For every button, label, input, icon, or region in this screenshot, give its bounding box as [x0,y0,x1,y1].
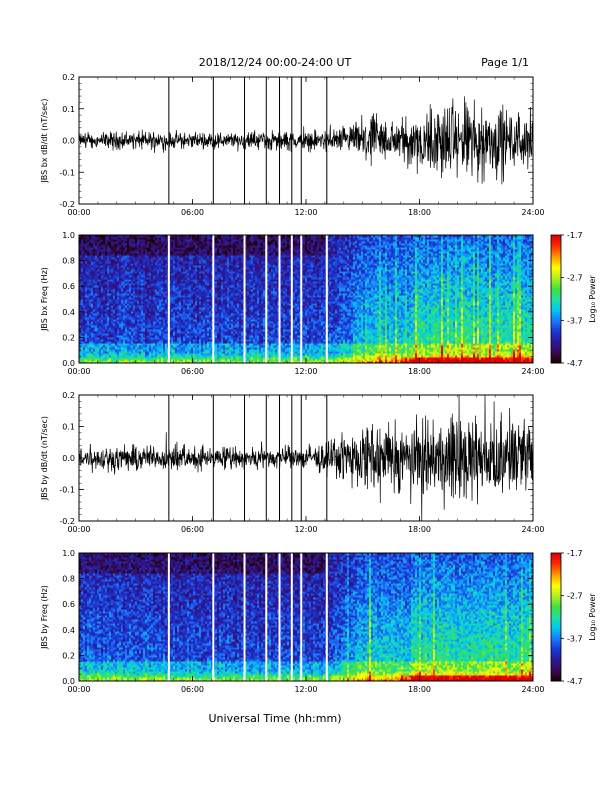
colorbar-tick-2: -2.7 [567,592,583,601]
y-tick-label-3: 0.0 [62,137,75,146]
x-tick-label-3: 12:00 [294,208,317,217]
page-number: Page 1/1 [481,56,529,69]
y-tick-label-1: 1.0 [62,549,75,558]
colorbar-tick-3: -3.7 [567,316,583,325]
x-tick-label-1: 00:00 [67,367,90,376]
y-tick-label-4: -0.1 [59,168,75,177]
gap-stripe-8 [326,553,328,681]
colorbar-tick-1: -1.7 [567,549,583,558]
gap-stripe-3 [244,553,246,681]
y-tick-label-1: 0.2 [62,391,75,400]
x-tick-label-4: 18:00 [408,367,431,376]
gap-stripe-4 [265,553,267,681]
gap-stripe-4 [265,235,267,363]
colorbar: -1.7 -2.7 -3.7 -4.7 Log₁₀ Power [551,231,597,368]
x-tick-label-5: 24:00 [521,685,544,694]
y-axis-label: JBS bx Freq (Hz) [40,267,49,332]
gap-stripe-7 [300,235,302,363]
x-tick-label-2: 06:00 [181,208,204,217]
y-tick-label-3: 0.0 [62,454,75,463]
x-tick-label-2: 06:00 [181,685,204,694]
x-axis-title: Universal Time (hh:mm) [209,712,342,725]
colorbar-tick-2: -2.7 [567,274,583,283]
x-tick-label-5: 24:00 [521,367,544,376]
x-tick-label-2: 06:00 [181,367,204,376]
y-tick-label-4: -0.1 [59,486,75,495]
y-tick-label-2: 0.8 [62,575,75,584]
colorbar-label: Log₁₀ Power [588,593,597,641]
x-tick-label-5: 24:00 [521,208,544,217]
panel-4: -1.7 -2.7 -3.7 -4.7 Log₁₀ Power 1.0 0.8 0.6 0.4 0… [40,549,597,694]
x-tick-label-2: 06:00 [181,525,204,534]
y-tick-label-1: 0.2 [62,73,75,82]
colorbar-label: Log₁₀ Power [588,275,597,323]
x-tick-label-1: 00:00 [67,208,90,217]
x-tick-label-1: 00:00 [67,685,90,694]
colorbar-tick-4: -4.7 [567,359,583,368]
date-range-title: 2018/12/24 00:00-24:00 UT [199,56,352,69]
colorbar: -1.7 -2.7 -3.7 -4.7 Log₁₀ Power [551,549,597,686]
y-tick-label-3: 0.6 [62,282,75,291]
gap-stripe-1 [168,553,170,681]
panel-3: 0.20.10.0-0.1-0.200:00 06:00 12:00 18:00 24:… [40,391,545,534]
x-tick-label-3: 12:00 [294,367,317,376]
y-tick-label-5: 0.2 [62,651,75,660]
gap-stripe-6 [291,553,293,681]
y-tick-label-2: 0.1 [62,423,75,432]
gap-stripe-2 [212,553,214,681]
x-tick-label-3: 12:00 [294,685,317,694]
x-tick-label-4: 18:00 [408,685,431,694]
gap-stripe-7 [300,553,302,681]
gap-stripe-3 [244,235,246,363]
x-tick-label-4: 18:00 [408,525,431,534]
colorbar-tick-1: -1.7 [567,231,583,240]
y-tick-label-1: 1.0 [62,231,75,240]
waveform-trace [79,395,533,521]
y-tick-label-3: 0.6 [62,600,75,609]
y-axis-label: JBS by dB/dt (nT/sec) [40,416,49,501]
waveform-trace [79,96,533,184]
spectrogram-cells [79,553,533,681]
spectrogram-cells [79,235,533,363]
x-tick-label-4: 18:00 [408,208,431,217]
y-axis-label: JBS by Freq (Hz) [40,585,49,650]
x-tick-label-3: 12:00 [294,525,317,534]
gap-stripe-1 [168,235,170,363]
y-tick-label-5: 0.2 [62,333,75,342]
panel-2: -1.7 -2.7 -3.7 -4.7 Log₁₀ Power 1.0 0.8 0.6 0.4 0… [40,231,597,376]
x-tick-label-1: 00:00 [67,525,90,534]
y-tick-label-2: 0.8 [62,257,75,266]
panels: 0.20.10.0-0.1-0.200:00 06:00 12:00 18:00 24:… [40,73,597,694]
y-tick-label-2: 0.1 [62,105,75,114]
gap-stripe-5 [279,553,281,681]
y-axis-label: JBS bx dB/dt (nT/sec) [40,98,49,183]
y-tick-label-4: 0.4 [62,626,75,635]
gap-stripe-8 [326,235,328,363]
gap-stripe-2 [212,235,214,363]
colorbar-tick-3: -3.7 [567,634,583,643]
gap-stripe-5 [279,235,281,363]
gap-stripe-6 [291,235,293,363]
colorbar-tick-4: -4.7 [567,677,583,686]
x-tick-label-5: 24:00 [521,525,544,534]
panel-1: 0.20.10.0-0.1-0.200:00 06:00 12:00 18:00 24:… [40,73,545,217]
y-tick-label-4: 0.4 [62,308,75,317]
